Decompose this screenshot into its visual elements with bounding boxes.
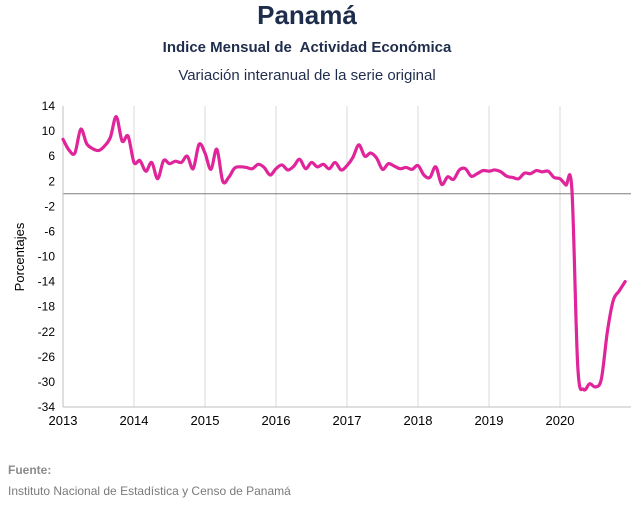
x-tick-label: 2018 xyxy=(404,413,433,428)
x-tick-label: 2017 xyxy=(333,413,362,428)
y-tick-label: -34 xyxy=(38,400,56,414)
y-tick-labels: 14 10 6 2 -2 -6 -10 -14 -18 -22 -26 -30 -34 xyxy=(38,99,56,414)
y-axis-label: Porcentajes xyxy=(12,222,27,291)
y-tick-label: -10 xyxy=(38,250,56,264)
y-tick-label: -18 xyxy=(38,300,56,314)
x-tick-label: 2013 xyxy=(49,413,78,428)
y-tick-label: 6 xyxy=(48,149,55,163)
x-tick-label: 2015 xyxy=(191,413,220,428)
y-tick-label: -26 xyxy=(38,350,56,364)
y-tick-label: -30 xyxy=(38,375,56,389)
chart-title: Panamá xyxy=(257,0,357,30)
y-tick-label: 10 xyxy=(42,124,56,138)
x-tick-labels: 2013 2014 2015 2016 2017 2018 2019 2020 xyxy=(49,413,575,428)
chart-subtitle-secondary: Variación interanual de la serie origina… xyxy=(178,67,436,84)
x-tick-label: 2019 xyxy=(475,413,504,428)
y-tick-label: -22 xyxy=(38,325,56,339)
y-tick-label: -14 xyxy=(38,275,56,289)
y-tick-label: -2 xyxy=(44,199,55,213)
series-line xyxy=(61,115,627,392)
line-chart: 14 10 6 2 -2 -6 -10 -14 -18 -22 -26 -30 -34 2013 2014… xyxy=(12,99,631,428)
source-text: Instituto Nacional de Estadística y Cens… xyxy=(8,484,291,498)
x-tick-label: 2014 xyxy=(120,413,149,428)
source-label: Fuente: xyxy=(8,463,52,477)
chart-subtitle: Indice Mensual de Actividad Económica xyxy=(162,39,452,56)
y-tick-label: 2 xyxy=(48,174,55,188)
x-tick-label: 2016 xyxy=(262,413,291,428)
y-tick-label: 14 xyxy=(42,99,56,113)
y-tick-label: -6 xyxy=(44,224,55,238)
x-tick-label: 2020 xyxy=(546,413,575,428)
grid-lines xyxy=(62,106,561,407)
